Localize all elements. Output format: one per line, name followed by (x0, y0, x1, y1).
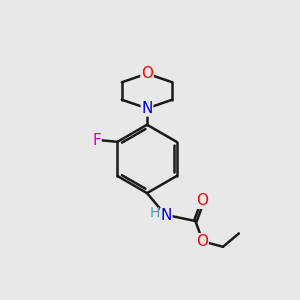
Text: O: O (196, 193, 208, 208)
Text: F: F (92, 133, 101, 148)
Text: H: H (150, 206, 160, 220)
Text: N: N (160, 208, 172, 224)
Text: O: O (141, 66, 153, 81)
Text: N: N (141, 101, 153, 116)
Text: O: O (196, 234, 208, 249)
